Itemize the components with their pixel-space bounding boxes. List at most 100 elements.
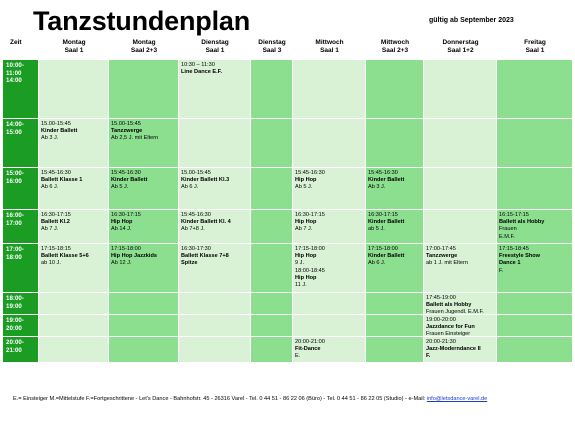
empty-slot	[497, 293, 573, 315]
class-detail: 19:00-20:00	[426, 317, 456, 323]
column-header: Donnerstag Saal 1+2	[424, 38, 497, 59]
class-entry: 15:45-16:30 Kinder Ballett Ab 3 J.	[366, 168, 424, 210]
class-detail: 15.00-15:45	[111, 121, 141, 127]
column-room: Saal 1	[525, 47, 545, 54]
class-entry: 17:45-19:00 Ballett als Hobby Frauen Jugen…	[424, 293, 497, 315]
class-name: Kinder Ballett	[41, 128, 78, 135]
class-detail: Frauen Einsteiger	[426, 331, 471, 337]
column-room: Saal 1	[64, 47, 84, 54]
footer: E.= Einsteiger M.=Mittelstufe F.=Fortges…	[13, 396, 487, 402]
column-day: Donnerstag	[442, 39, 479, 46]
class-entry: 16:30-17:15 Hip Hop Ab 14 J.	[109, 210, 179, 244]
class-name: Tanzzwerge	[111, 128, 143, 135]
time-label: 19:00-	[6, 317, 24, 324]
column-room: Saal 1+2	[447, 47, 474, 54]
class-detail: 17:15-18:45	[499, 246, 529, 252]
class-detail: Ab 14 J.	[111, 226, 132, 233]
empty-slot	[293, 60, 366, 119]
time-slot: 15:00- 16:00	[3, 168, 39, 210]
class-detail: 16:30-17:30	[181, 246, 211, 252]
time-label: 16:00	[6, 177, 22, 185]
column-header: Mittwoch Saal 2+3	[366, 38, 424, 59]
class-detail: 16:30-17:15	[368, 212, 398, 218]
time-slot: 17:00- 18:00	[3, 244, 39, 293]
class-entry: 15:45-16:30 Hip Hop Ab 5 J.	[293, 168, 366, 210]
class-detail: Frauen	[499, 226, 517, 233]
email-link[interactable]: info@letsdance-varel.de	[426, 396, 488, 402]
class-entry: 15.00-15:45 Kinder Ballett Kl.3 Ab 6 J.	[179, 168, 251, 210]
time-slot: 16:00- 17:00	[3, 210, 39, 244]
empty-slot	[179, 119, 251, 168]
time-label: 10:00-	[6, 62, 24, 69]
class-name: Ballett Kl.2	[41, 219, 70, 226]
class-entry: 17:15-18:00 Kinder Ballett Ab 6 J.	[366, 244, 424, 293]
empty-slot	[251, 119, 293, 168]
class-detail: Ab 6 J.	[368, 260, 386, 267]
empty-slot	[251, 293, 293, 315]
empty-slot	[251, 60, 293, 119]
class-entry: 15:45-16:30 Kinder Ballett Ab 5 J.	[109, 168, 179, 210]
column-day: Zeit	[10, 39, 22, 46]
empty-slot	[366, 337, 424, 363]
empty-slot	[109, 315, 179, 337]
class-detail: Ab 7+8 J.	[181, 226, 205, 233]
class-name: Ballett Klasse 5+6	[41, 253, 89, 260]
column-room: Saal 1	[205, 47, 225, 54]
time-slot: 19:00- 20:00	[3, 315, 39, 337]
class-name: Kinder Ballett	[368, 177, 405, 184]
class-name: Hip Hop Jazzkids	[111, 253, 158, 260]
column-header: Montag Saal 2+3	[109, 38, 179, 59]
empty-slot	[366, 293, 424, 315]
time-label: 20:00	[6, 324, 22, 332]
empty-slot	[109, 60, 179, 119]
empty-slot	[251, 337, 293, 363]
class-detail: ab 5 J.	[368, 226, 385, 233]
class-detail: 15.00-15:45	[181, 170, 211, 176]
class-entry: 15:45-16:30 Ballett Klasse 1 Ab 6 J.	[39, 168, 109, 210]
class-name: Ballett als Hobby	[426, 302, 472, 309]
class-detail: 15:45-16:30	[295, 170, 325, 176]
time-slot: 18:00- 19:00	[3, 293, 39, 315]
time-label: 17:00	[6, 219, 22, 227]
class-name: Hip Hop	[295, 219, 317, 226]
class-detail: 20:00-21:30	[426, 339, 456, 345]
column-room: Saal 3	[262, 47, 282, 54]
column-day: Dienstag	[201, 39, 229, 46]
column-day: Dienstag	[258, 39, 286, 46]
class-detail: Ab 7 J.	[295, 226, 313, 233]
class-detail: 16:15-17:15	[499, 212, 529, 218]
empty-slot	[251, 315, 293, 337]
class-name: Hip Hop	[295, 177, 317, 184]
empty-slot	[424, 210, 497, 244]
empty-slot	[424, 168, 497, 210]
class-name: Ballett als Hobby	[499, 219, 545, 226]
class-name: Ballett Klasse 7+8	[181, 253, 229, 260]
header-row: Zeit Montag Saal 1 Montag Saal 2+3 Dienstag Sa…	[3, 38, 573, 59]
class-entry: 16:30-17:30 Ballett Klasse 7+8 Spitze	[179, 244, 251, 293]
schedule-grid: 10:00- 11:00 14:00 10:30 – 11:30 Line Dance …	[3, 59, 573, 363]
class-detail: Ab 2,5 J. mit Eltern	[111, 135, 159, 142]
empty-slot	[366, 119, 424, 168]
class-entry: 17:15-18:45 Freestyle Show Dance 1 F.	[497, 244, 573, 293]
class-name: Kinder Ballett	[368, 219, 405, 226]
class-name: F.	[426, 353, 431, 360]
column-header: Dienstag Saal 3	[251, 38, 293, 59]
time-label: 11:00	[6, 69, 22, 77]
column-header-zeit: Zeit	[3, 38, 39, 59]
class-name: Hip Hop	[111, 219, 133, 226]
time-label: 16:00-	[6, 212, 24, 219]
empty-slot	[109, 337, 179, 363]
time-label: 20:00-	[6, 339, 24, 346]
class-detail: 15:45-16:30	[181, 212, 211, 218]
class-detail: 17:15-18:00	[111, 246, 141, 252]
empty-slot	[497, 60, 573, 119]
time-label: 21:00	[6, 346, 22, 354]
class-detail: 17:15-18:00	[368, 246, 398, 252]
time-label: 14:00-	[6, 121, 24, 128]
class-detail: Ab 3 J.	[41, 135, 59, 142]
empty-slot	[366, 60, 424, 119]
column-room: Saal 2+3	[381, 47, 409, 54]
class-detail: E.M.F.	[499, 233, 515, 240]
class-entry: 17:15-18:00 Hip Hop 9 J. 18:00-18:45 Hip Hop…	[293, 244, 366, 293]
class-detail: 16:30-17:15	[295, 212, 325, 218]
